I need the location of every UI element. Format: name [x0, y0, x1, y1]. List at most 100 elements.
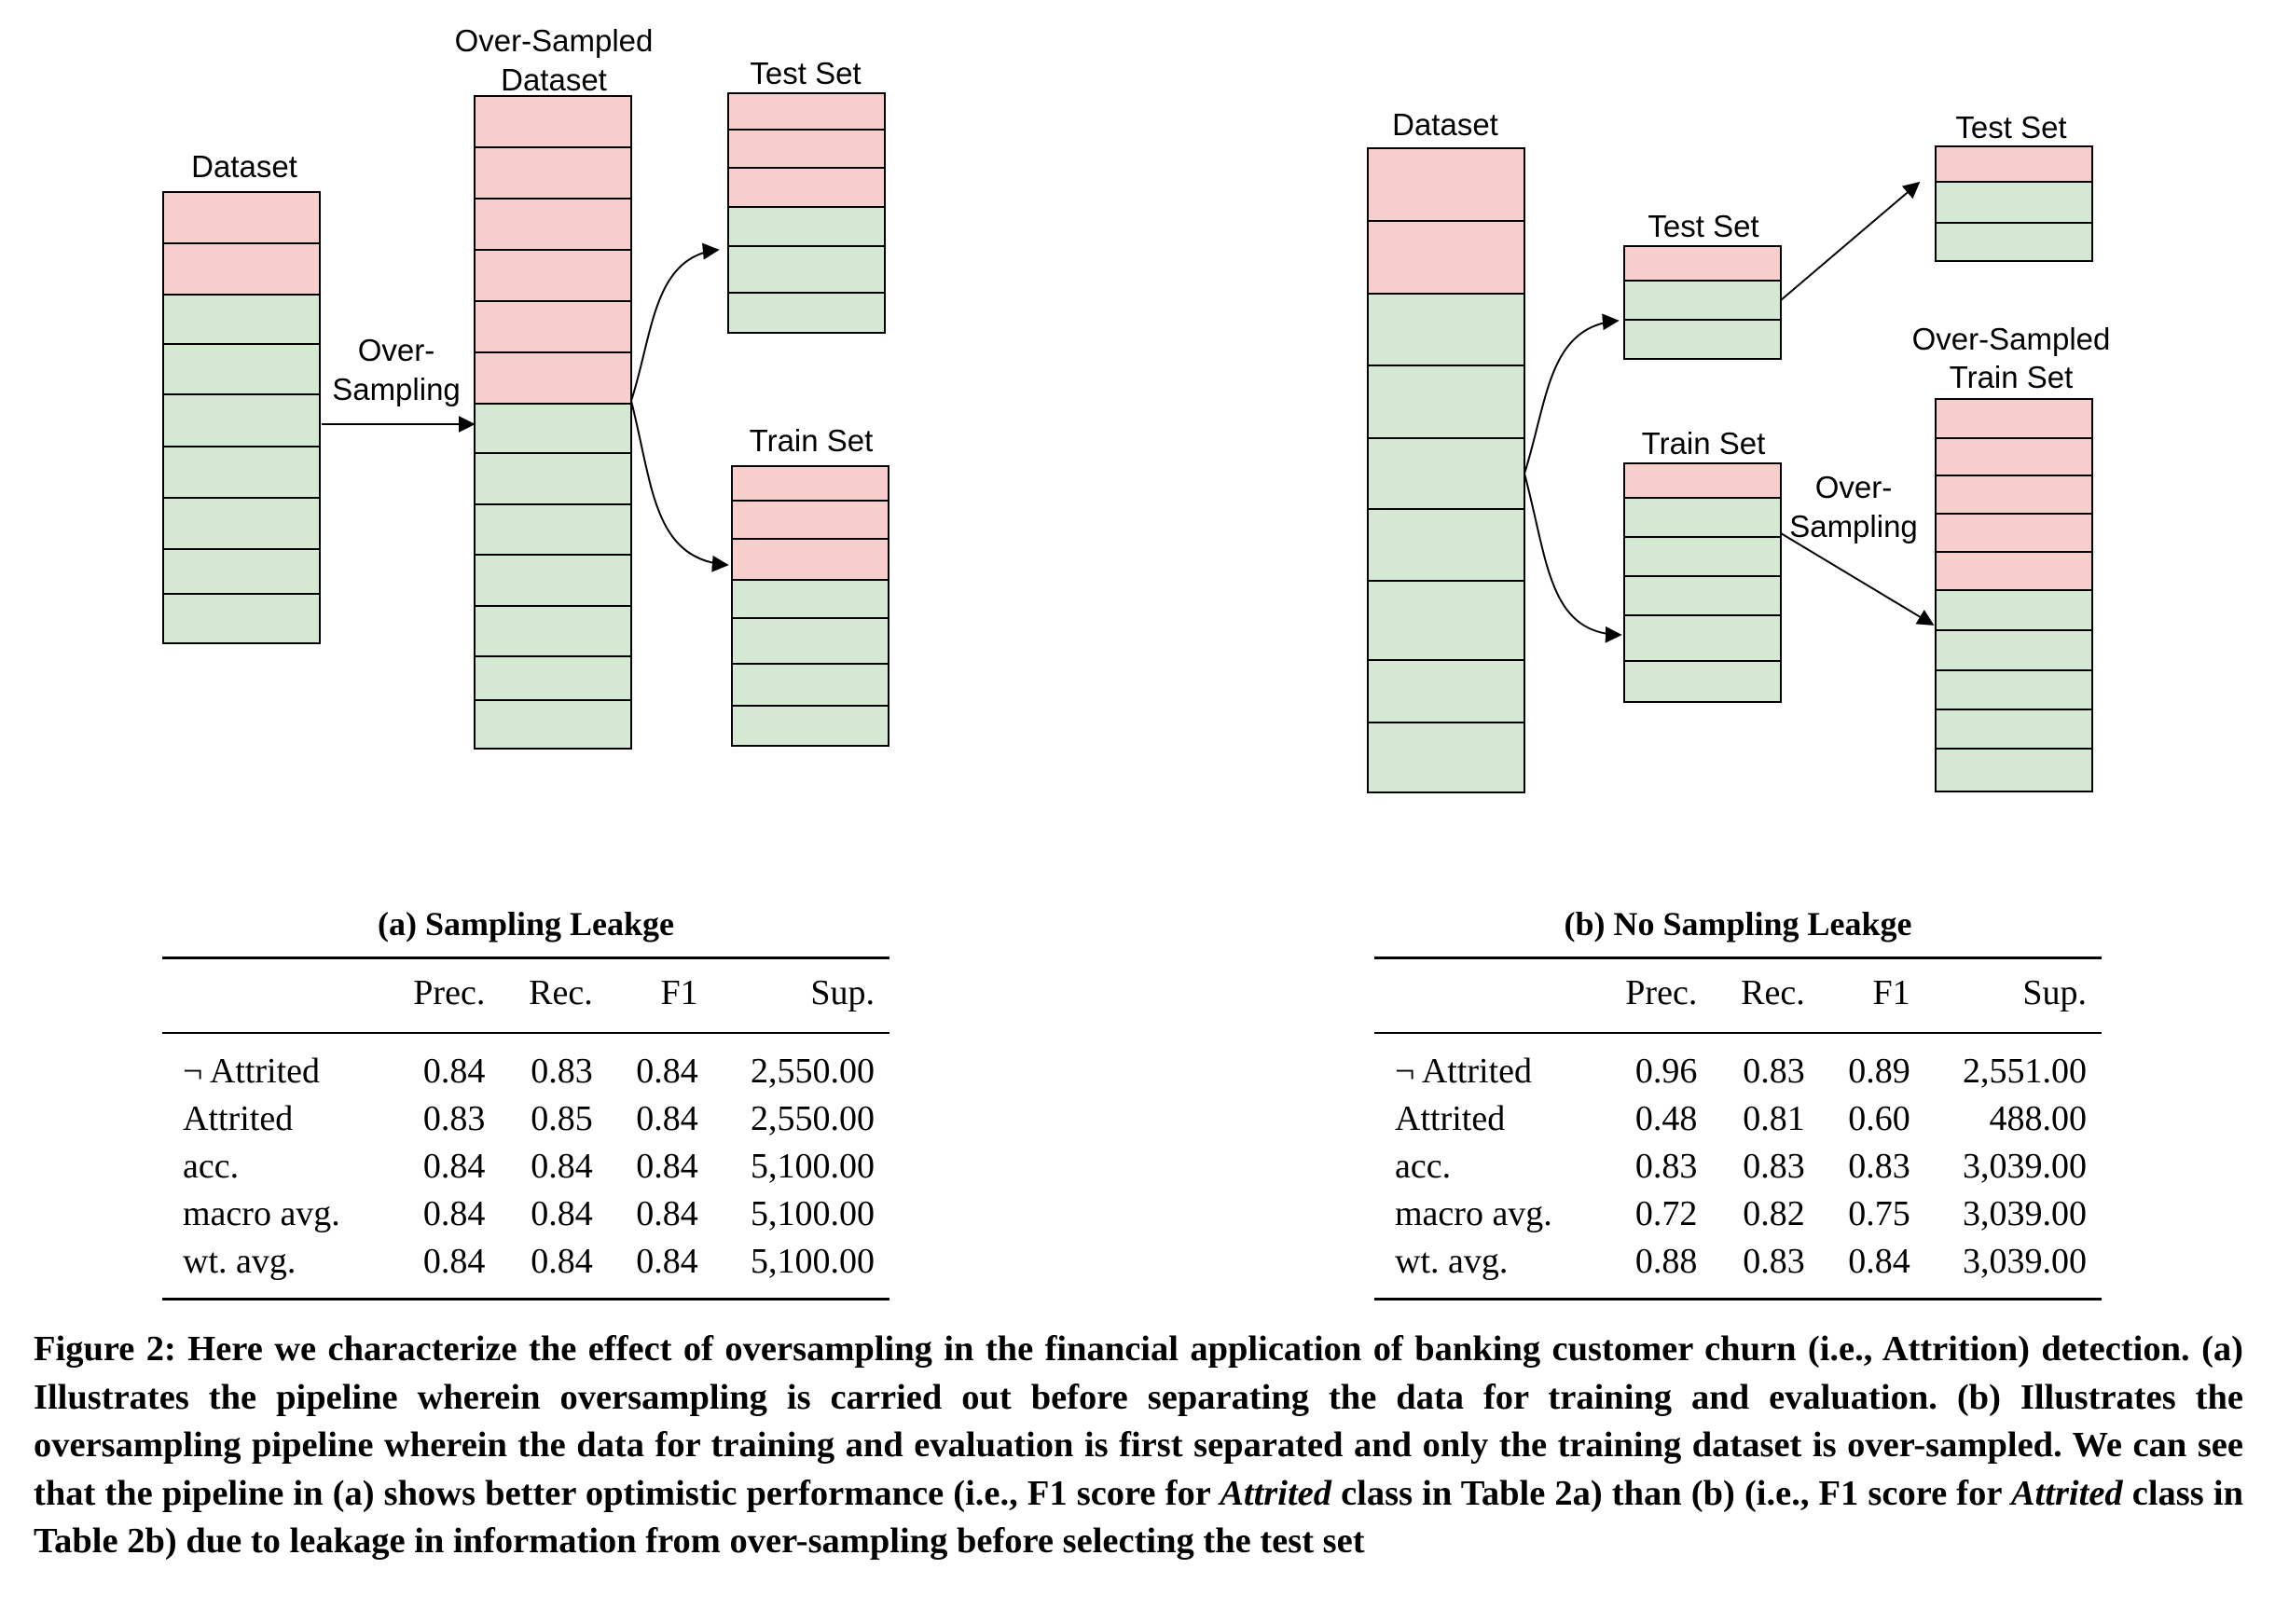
table-header-cell: Prec.: [1595, 957, 1713, 1034]
minority-cell: [727, 167, 886, 208]
row-label: ¬ Attrited: [183, 1051, 321, 1091]
minority-cell: [1623, 462, 1782, 499]
majority-cell: [1367, 722, 1525, 793]
majority-cell: [474, 655, 632, 701]
test-stack-b1: [1623, 245, 1782, 360]
majority-cell: [474, 699, 632, 750]
majority-cell: [474, 403, 632, 454]
table-row: macro avg. 0.84 0.84 0.84 5,100.00: [162, 1190, 889, 1237]
oversampled-label-a-1: Over-Sampled: [455, 23, 654, 58]
majority-cell: [474, 452, 632, 505]
minority-cell: [1935, 437, 2093, 476]
test-set-label-b-1: Test Set: [1648, 209, 1758, 243]
oversampling-label-a-1: Over-: [358, 333, 435, 367]
row-label: macro avg.: [1395, 1193, 1552, 1233]
table-cell: 488.00: [1989, 1098, 2088, 1138]
majority-cell: [1935, 748, 2093, 792]
pipeline-diagram: Dataset Over-Sampled Dataset Over- Sampl…: [162, 23, 2111, 793]
table-row: wt. avg. 0.84 0.84 0.84 5,100.00: [162, 1237, 889, 1300]
table-header-cell: Prec.: [383, 957, 501, 1034]
test-stack-b2: [1935, 145, 2093, 262]
table-cell: 0.84: [636, 1193, 698, 1233]
majority-cell: [1935, 709, 2093, 750]
table-cell: 0.83: [1634, 1146, 1698, 1186]
figure-caption: Figure 2: Here we characterize the effec…: [34, 1326, 2243, 1566]
caption-text-3: class in Table 2b) due to leakage in inf…: [34, 1473, 2243, 1562]
oversampled-train-label-b-2: Train Set: [1950, 360, 2074, 394]
table-row: acc. 0.83 0.83 0.83 3,039.00: [1374, 1142, 2102, 1190]
table-cell: 0.83: [1848, 1146, 1910, 1186]
minority-cell: [474, 351, 632, 405]
majority-cell: [731, 663, 889, 707]
oversampled-stack-a: [474, 95, 632, 750]
minority-cell: [1367, 220, 1525, 295]
oversampling-label-a-2: Sampling: [332, 372, 461, 406]
table-cell: 3,039.00: [1963, 1241, 2087, 1281]
train-stack-b: [1623, 462, 1782, 703]
table-cell: 0.82: [1743, 1193, 1805, 1233]
test-set-label-b-2: Test Set: [1955, 110, 2066, 145]
majority-cell: [1367, 580, 1525, 661]
table-cell: 0.84: [636, 1146, 698, 1186]
minority-cell: [731, 538, 889, 581]
table-header-cell: Sup.: [712, 957, 889, 1034]
train-set-label-b: Train Set: [1642, 426, 1766, 461]
test-stack-a: [727, 92, 886, 334]
majority-cell: [162, 393, 321, 447]
majority-cell: [1623, 575, 1782, 616]
table-a-caption: (a) Sampling Leakge: [377, 905, 675, 943]
majority-cell: [1623, 280, 1782, 321]
row-label: Attrited: [183, 1098, 294, 1138]
table-cell: 5,100.00: [751, 1241, 875, 1281]
majority-cell: [1623, 536, 1782, 577]
minority-cell: [1935, 145, 2093, 183]
arrow-to-train-b: [1524, 473, 1622, 643]
table-row: Attrited 0.48 0.81 0.60 488.00: [1374, 1094, 2102, 1142]
oversampled-train-label-b-1: Over-Sampled: [1912, 322, 2111, 356]
minority-cell: [1367, 147, 1525, 222]
oversampling-label-b-2: Sampling: [1789, 509, 1918, 544]
majority-cell: [731, 617, 889, 665]
minority-cell: [1935, 398, 2093, 439]
table-cell: 2,551.00: [1963, 1051, 2087, 1091]
arrow-to-train-a: [630, 400, 729, 572]
minority-cell: [731, 465, 889, 502]
table-cell: 0.72: [1634, 1193, 1698, 1233]
train-set-label-a: Train Set: [750, 423, 874, 458]
caption-text-2: class in Table 2a) than (b) (i.e., F1 sc…: [1331, 1473, 2011, 1513]
table-row: acc. 0.84 0.84 0.84 5,100.00: [162, 1142, 889, 1190]
table-header-cell: Rec.: [500, 957, 608, 1034]
table-header-cell: Rec.: [1712, 957, 1820, 1034]
majority-cell: [731, 705, 889, 747]
majority-cell: [1367, 508, 1525, 582]
majority-cell: [1623, 319, 1782, 360]
table-b: (b) No Sampling Leakge Prec. Rec. F1 Sup. ¬…: [1374, 904, 2102, 1301]
table-cell: 0.48: [1634, 1098, 1698, 1138]
table-row: ¬ Attrited 0.84 0.83 0.84 2,550.00: [162, 1033, 889, 1094]
caption-emphasis-1: Attrited: [1220, 1473, 1331, 1513]
row-label: Attrited: [1395, 1098, 1506, 1138]
majority-cell: [474, 503, 632, 556]
table-cell: 0.96: [1634, 1051, 1698, 1091]
table-cell: 3,039.00: [1963, 1146, 2087, 1186]
table-b-caption: (b) No Sampling Leakge: [1564, 905, 1912, 943]
table-cell: 0.84: [531, 1241, 593, 1281]
table-cell: 0.75: [1848, 1193, 1910, 1233]
majority-cell: [474, 605, 632, 657]
table-row: Attrited 0.83 0.85 0.84 2,550.00: [162, 1094, 889, 1142]
dataset-stack-a: [162, 191, 321, 644]
table-cell: 0.85: [531, 1098, 593, 1138]
arrow-test-to-test-b: [1780, 181, 1921, 301]
minority-cell: [474, 146, 632, 200]
majority-cell: [1367, 437, 1525, 510]
majority-cell: [1367, 293, 1525, 366]
row-label: acc.: [183, 1146, 240, 1186]
minority-cell: [1935, 513, 2093, 553]
majority-cell: [731, 579, 889, 619]
table-cell: 0.83: [531, 1051, 593, 1091]
dataset-label-b: Dataset: [1392, 107, 1498, 142]
table-cell: 5,100.00: [751, 1146, 875, 1186]
minority-cell: [474, 198, 632, 251]
majority-cell: [1367, 659, 1525, 723]
table-cell: 0.84: [531, 1193, 593, 1233]
